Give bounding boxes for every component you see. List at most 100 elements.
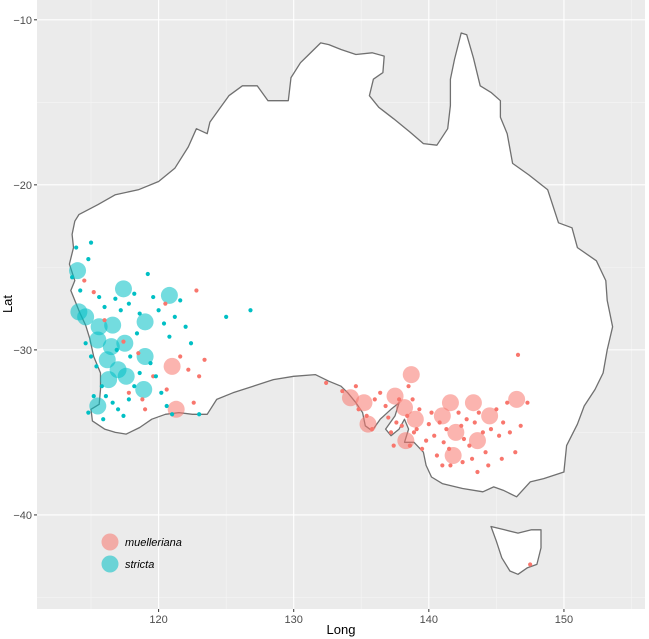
point: [391, 443, 396, 448]
point: [202, 357, 207, 362]
point: [140, 397, 145, 402]
point-large: [406, 410, 424, 428]
point: [74, 245, 79, 250]
point: [194, 288, 199, 293]
point: [480, 430, 485, 435]
point: [102, 318, 107, 323]
point: [115, 407, 121, 412]
point: [83, 341, 88, 346]
point-large: [402, 366, 420, 384]
point-large: [163, 357, 181, 375]
point: [501, 420, 506, 425]
point-large: [359, 415, 377, 433]
point: [411, 430, 417, 435]
point: [383, 403, 388, 409]
point: [126, 397, 131, 402]
point: [248, 308, 253, 313]
x-tick-label: 150: [555, 614, 573, 626]
point: [114, 347, 119, 352]
y-axis-title: Lat: [0, 295, 15, 313]
point: [137, 370, 142, 376]
point: [369, 427, 375, 432]
point: [505, 400, 510, 405]
point: [388, 430, 394, 435]
legend-label-stricta: stricta: [125, 559, 154, 571]
point-large: [508, 390, 526, 408]
point: [448, 463, 453, 468]
point: [386, 415, 391, 420]
y-tick-label: −30: [13, 345, 32, 357]
point-large: [167, 400, 185, 418]
point: [132, 291, 137, 296]
point: [178, 354, 183, 359]
point: [324, 380, 329, 385]
point: [407, 443, 413, 448]
point: [460, 460, 465, 465]
point: [163, 301, 168, 306]
point-large: [104, 316, 122, 334]
point: [488, 427, 494, 432]
point: [417, 407, 422, 412]
x-axis: 120 130 140 150: [149, 609, 573, 626]
point-large: [481, 407, 499, 425]
point-large: [160, 286, 178, 304]
point-large: [433, 407, 451, 425]
point-large: [444, 447, 462, 465]
point: [145, 271, 150, 277]
point-large: [98, 351, 116, 369]
point: [191, 400, 196, 405]
point-large: [341, 389, 359, 407]
point: [507, 430, 512, 435]
data-points: [69, 240, 533, 567]
point: [476, 410, 481, 415]
point: [410, 397, 415, 402]
point: [405, 413, 410, 419]
point: [134, 331, 140, 336]
point: [432, 433, 437, 438]
point: [525, 400, 530, 405]
point: [126, 301, 131, 306]
point: [364, 413, 369, 419]
legend-label-muelleriana: muelleriana: [125, 537, 182, 549]
x-tick-label: 130: [285, 614, 303, 626]
point: [148, 360, 153, 366]
point-large: [136, 313, 154, 331]
point: [426, 422, 431, 427]
point: [161, 321, 167, 326]
point: [178, 298, 183, 303]
point: [156, 308, 161, 313]
point: [224, 314, 229, 319]
point: [110, 400, 115, 405]
point: [183, 324, 188, 329]
point: [126, 390, 131, 395]
x-tick-label: 140: [420, 614, 438, 626]
point: [353, 384, 358, 389]
point: [170, 412, 175, 417]
point: [167, 334, 172, 339]
legend-key-muelleriana: [101, 533, 119, 551]
point-large: [355, 394, 373, 412]
point-large: [100, 371, 118, 389]
point-large: [90, 318, 108, 336]
point: [475, 469, 480, 475]
point: [513, 450, 518, 455]
point: [444, 427, 449, 432]
point-large: [441, 394, 459, 412]
point: [118, 308, 123, 313]
point-large: [89, 331, 107, 349]
point-large: [114, 280, 132, 298]
point: [472, 420, 477, 425]
point: [78, 288, 83, 293]
point: [128, 354, 133, 359]
point: [378, 390, 383, 395]
point: [94, 364, 99, 369]
point: [121, 413, 126, 419]
point-large: [397, 432, 415, 450]
point: [515, 352, 521, 357]
point: [469, 456, 475, 461]
point: [153, 374, 158, 379]
point: [159, 390, 164, 395]
point-large: [116, 334, 134, 352]
point-large: [396, 399, 414, 417]
